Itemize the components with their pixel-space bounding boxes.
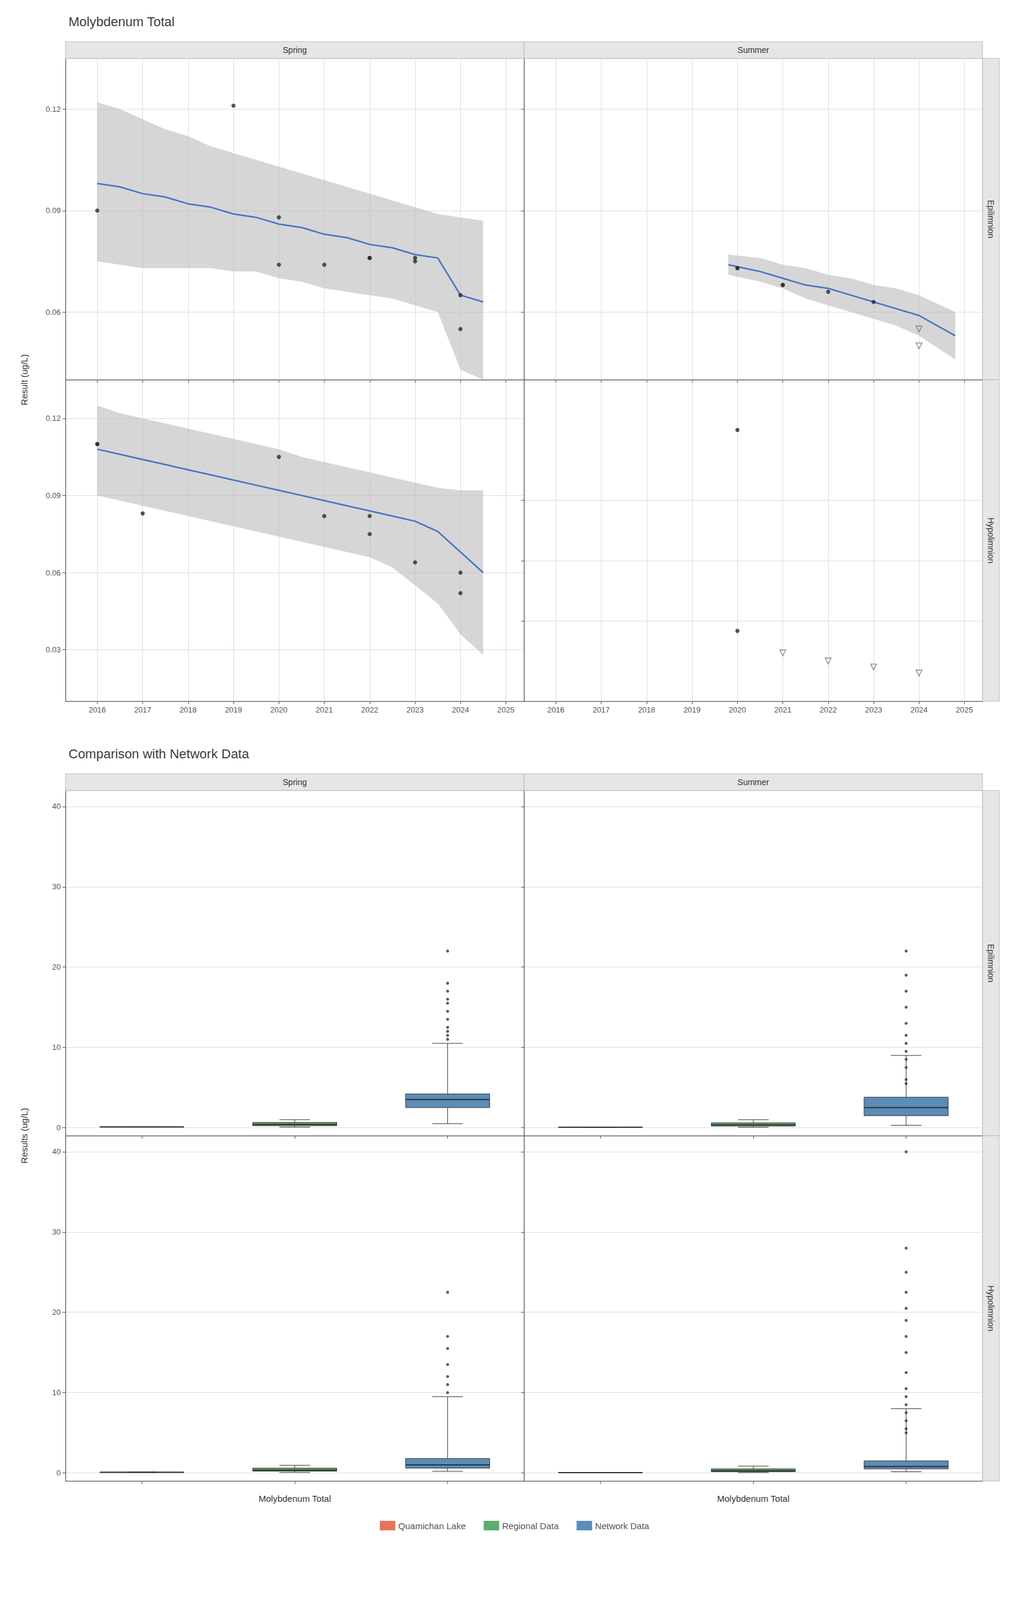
svg-text:Molybdenum Total: Molybdenum Total (68, 14, 175, 30)
svg-text:0: 0 (56, 1123, 61, 1133)
svg-text:Molybdenum Total: Molybdenum Total (716, 1494, 790, 1505)
svg-text:2017: 2017 (133, 705, 152, 715)
svg-text:Spring: Spring (282, 45, 307, 55)
svg-text:30: 30 (52, 1227, 61, 1237)
svg-text:2020: 2020 (270, 705, 288, 715)
svg-text:2022: 2022 (360, 705, 379, 715)
svg-text:30: 30 (52, 882, 61, 892)
svg-text:2019: 2019 (683, 705, 701, 715)
svg-text:2024: 2024 (910, 705, 928, 715)
svg-text:Hypolimnion: Hypolimnion (986, 1285, 996, 1332)
svg-text:2023: 2023 (865, 705, 883, 715)
svg-text:Summer: Summer (737, 45, 770, 55)
svg-text:2018: 2018 (637, 705, 656, 715)
svg-text:2016: 2016 (547, 705, 565, 715)
svg-text:0.03: 0.03 (45, 645, 61, 655)
svg-text:2016: 2016 (88, 705, 106, 715)
svg-text:0.09: 0.09 (45, 206, 61, 215)
svg-text:0.12: 0.12 (45, 413, 61, 423)
svg-text:Regional Data: Regional Data (501, 1521, 560, 1532)
svg-text:2025: 2025 (497, 705, 515, 715)
svg-text:2018: 2018 (179, 705, 197, 715)
svg-text:2021: 2021 (315, 705, 333, 715)
svg-text:0: 0 (56, 1469, 61, 1478)
svg-text:Epilimnion: Epilimnion (986, 944, 996, 984)
svg-text:20: 20 (52, 962, 61, 972)
svg-text:Comparison with Network Data: Comparison with Network Data (68, 746, 250, 762)
svg-text:Epilimnion: Epilimnion (986, 200, 996, 239)
svg-text:Quamichan Lake: Quamichan Lake (398, 1521, 466, 1532)
svg-text:2019: 2019 (225, 705, 243, 715)
svg-text:2023: 2023 (406, 705, 424, 715)
svg-text:20: 20 (52, 1308, 61, 1318)
svg-text:Result (ug/L): Result (ug/L) (19, 354, 30, 406)
svg-text:Hypolimnion: Hypolimnion (986, 517, 996, 564)
svg-text:0.06: 0.06 (45, 568, 61, 578)
svg-text:2022: 2022 (819, 705, 837, 715)
svg-text:10: 10 (52, 1388, 61, 1398)
svg-text:10: 10 (52, 1043, 61, 1053)
svg-text:2020: 2020 (728, 705, 747, 715)
svg-text:Results (ug/L): Results (ug/L) (19, 1108, 30, 1164)
svg-text:2017: 2017 (592, 705, 610, 715)
svg-text:2021: 2021 (774, 705, 792, 715)
svg-text:0.06: 0.06 (45, 307, 61, 317)
svg-text:Molybdenum Total: Molybdenum Total (258, 1494, 331, 1505)
svg-text:Network Data: Network Data (594, 1521, 650, 1532)
svg-text:Summer: Summer (737, 777, 770, 788)
svg-text:2025: 2025 (955, 705, 974, 715)
svg-text:Spring: Spring (282, 777, 307, 788)
svg-text:2024: 2024 (451, 705, 470, 715)
svg-text:0.09: 0.09 (45, 491, 61, 501)
svg-text:40: 40 (52, 1147, 61, 1157)
svg-text:40: 40 (52, 802, 61, 812)
svg-text:0.12: 0.12 (45, 104, 61, 114)
